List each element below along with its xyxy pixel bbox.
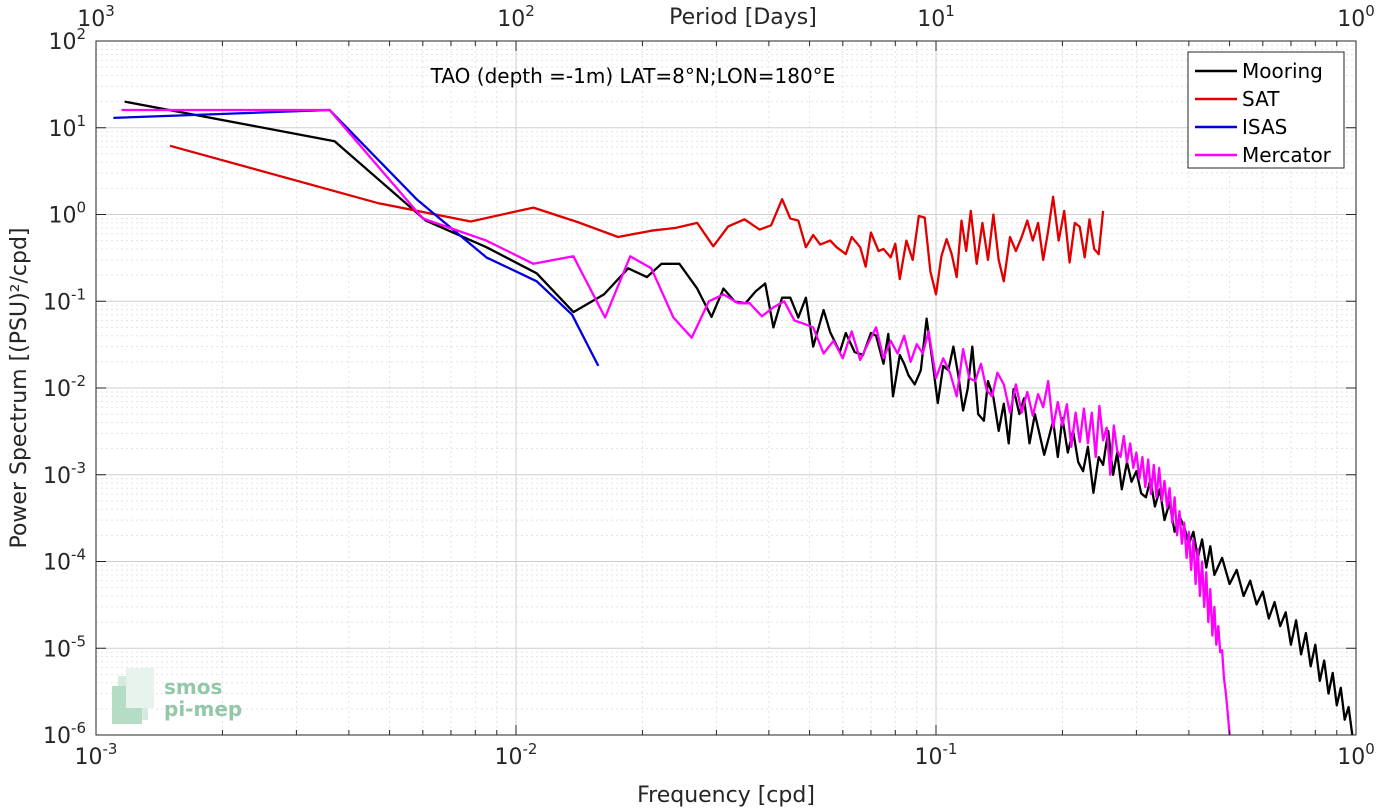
y-tick-label-exponent: 0 — [76, 199, 86, 217]
x-tick-label-exponent: -1 — [943, 740, 958, 758]
top-tick-label-base: 10 — [1337, 7, 1365, 32]
y-tick-label-base: 10 — [43, 464, 71, 489]
top-tick-label: 103 — [77, 2, 115, 32]
logo-text-smos: smos — [164, 675, 222, 699]
logo-icon-layer — [126, 668, 154, 708]
y-tick-label-base: 10 — [43, 290, 71, 315]
y-tick-label: 10-4 — [43, 546, 86, 576]
x-tick-label-exponent: -3 — [103, 740, 118, 758]
x-tick-label-exponent: -2 — [523, 740, 538, 758]
logo-text-pi-mep: pi-mep — [164, 697, 242, 721]
series-layer — [113, 100, 1354, 736]
smos-pi-mep-logo: smos pi-mep — [112, 668, 242, 724]
y-tick-label: 10-6 — [43, 719, 86, 749]
top-tick-label-exponent: 3 — [105, 2, 115, 20]
legend-label-isas: ISAS — [1242, 115, 1287, 139]
top-tick-label-base: 10 — [917, 7, 945, 32]
y-tick-label-exponent: 2 — [76, 25, 86, 43]
legend: Mooring SAT ISAS Mercator — [1187, 51, 1345, 169]
x-tick-label: 10-1 — [915, 740, 958, 770]
y-tick-label: 101 — [48, 112, 86, 142]
x-tick-label: 10-2 — [495, 740, 538, 770]
y-tick-label-exponent: -5 — [71, 632, 86, 650]
y-tick-label: 10-3 — [43, 459, 86, 489]
top-tick-label-base: 10 — [497, 7, 525, 32]
y-tick-label-base: 10 — [43, 377, 71, 402]
x-tick-label-base: 10 — [1337, 745, 1365, 770]
y-tick-label-base: 10 — [48, 30, 76, 55]
y-axis-label: Power Spectrum [(PSU)²/cpd] — [7, 227, 32, 548]
legend-label-mooring: Mooring — [1242, 59, 1323, 83]
tick-marks — [95, 40, 1357, 736]
y-tick-label: 10-2 — [43, 372, 86, 402]
series-line-mercator — [121, 108, 1231, 736]
y-tick-label-base: 10 — [43, 724, 71, 749]
y-tick-label-base: 10 — [43, 551, 71, 576]
y-tick-label: 100 — [48, 199, 86, 229]
y-tick-label-base: 10 — [48, 204, 76, 229]
y-tick-label-base: 10 — [48, 117, 76, 142]
y-tick-label-exponent: -4 — [71, 546, 86, 564]
top-tick-label: 100 — [1337, 2, 1375, 32]
top-tick-label: 101 — [917, 2, 955, 32]
top-tick-label: 102 — [497, 2, 535, 32]
top-tick-label-exponent: 1 — [945, 2, 955, 20]
x-axis-label: Frequency [cpd] — [637, 783, 815, 808]
y-tick-label: 10-5 — [43, 632, 86, 662]
series-line-sat — [169, 144, 1105, 296]
legend-label-mercator: Mercator — [1242, 143, 1332, 167]
y-tick-label: 10-1 — [43, 285, 86, 315]
y-tick-label: 102 — [48, 25, 86, 55]
top-tick-label-exponent: 2 — [525, 2, 535, 20]
top-tick-label-base: 10 — [77, 7, 105, 32]
x-tick-label: 100 — [1337, 740, 1375, 770]
x-tick-label-base: 10 — [915, 745, 943, 770]
y-tick-label-exponent: -6 — [71, 719, 86, 737]
x-tick-label: 10-3 — [75, 740, 118, 770]
y-tick-label-exponent: -2 — [71, 372, 86, 390]
x-tick-label-base: 10 — [495, 745, 523, 770]
y-tick-label-exponent: 1 — [76, 112, 86, 130]
y-tick-label-exponent: -1 — [71, 285, 86, 303]
chart-title: TAO (depth =-1m) LAT=8°N;LON=180°E — [430, 64, 836, 88]
x-tick-label-base: 10 — [75, 745, 103, 770]
y-tick-label-base: 10 — [43, 637, 71, 662]
top-tick-label-exponent: 0 — [1365, 2, 1375, 20]
series-line-mooring — [124, 100, 1354, 736]
legend-label-sat: SAT — [1242, 87, 1280, 111]
top-axis-label: Period [Days] — [669, 5, 817, 30]
y-tick-label-exponent: -3 — [71, 459, 86, 477]
x-tick-label-exponent: 0 — [1365, 740, 1375, 758]
